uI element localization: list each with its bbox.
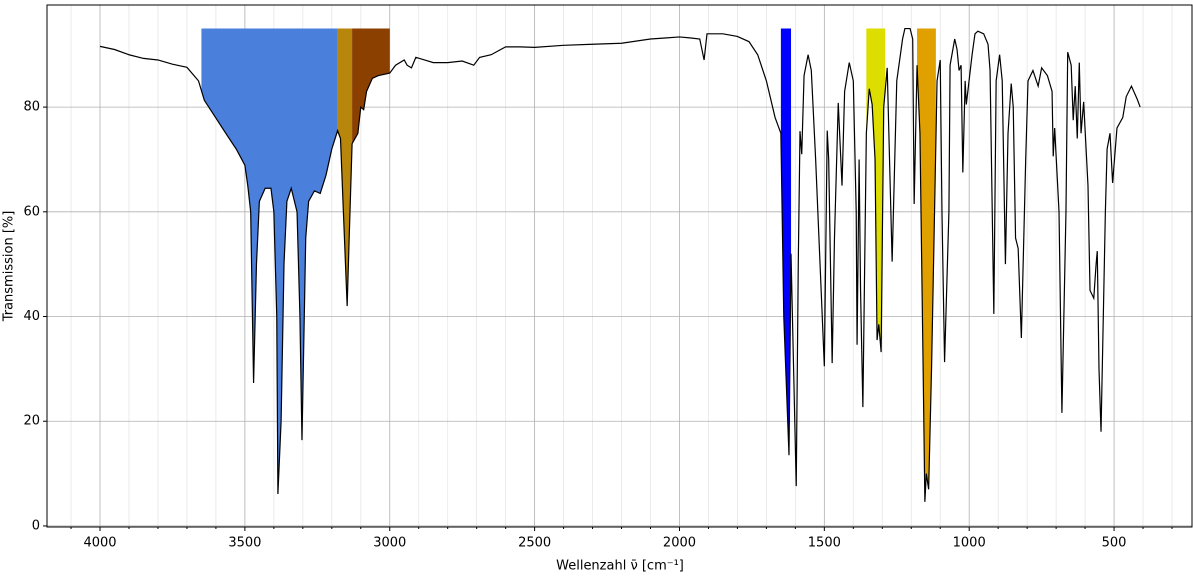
band	[780, 28, 792, 456]
band	[201, 28, 338, 495]
band	[337, 28, 353, 307]
y-axis-label: Transmission [%]	[2, 211, 17, 323]
y-tick-label: 20	[23, 414, 40, 429]
x-tick-label: 3500	[228, 536, 261, 551]
x-tick-label: 2500	[518, 536, 551, 551]
y-tick-label: 0	[32, 518, 40, 533]
x-tick-label: 1000	[953, 536, 986, 551]
x-tick-label: 3000	[373, 536, 406, 551]
y-tick-label: 80	[23, 100, 40, 115]
x-tick-label: 500	[1102, 536, 1127, 551]
spectrum-line	[99, 27, 1141, 502]
band	[352, 28, 390, 144]
x-tick-label: 2000	[663, 536, 696, 551]
x-tick-label: 1500	[808, 536, 841, 551]
x-axis-label: Wellenzahl ν̄ [cm⁻¹]	[556, 559, 684, 574]
y-tick-label: 40	[23, 309, 40, 324]
y-tick-label: 60	[23, 204, 40, 219]
x-tick-label: 4000	[83, 536, 116, 551]
plot-frame	[46, 4, 1193, 528]
